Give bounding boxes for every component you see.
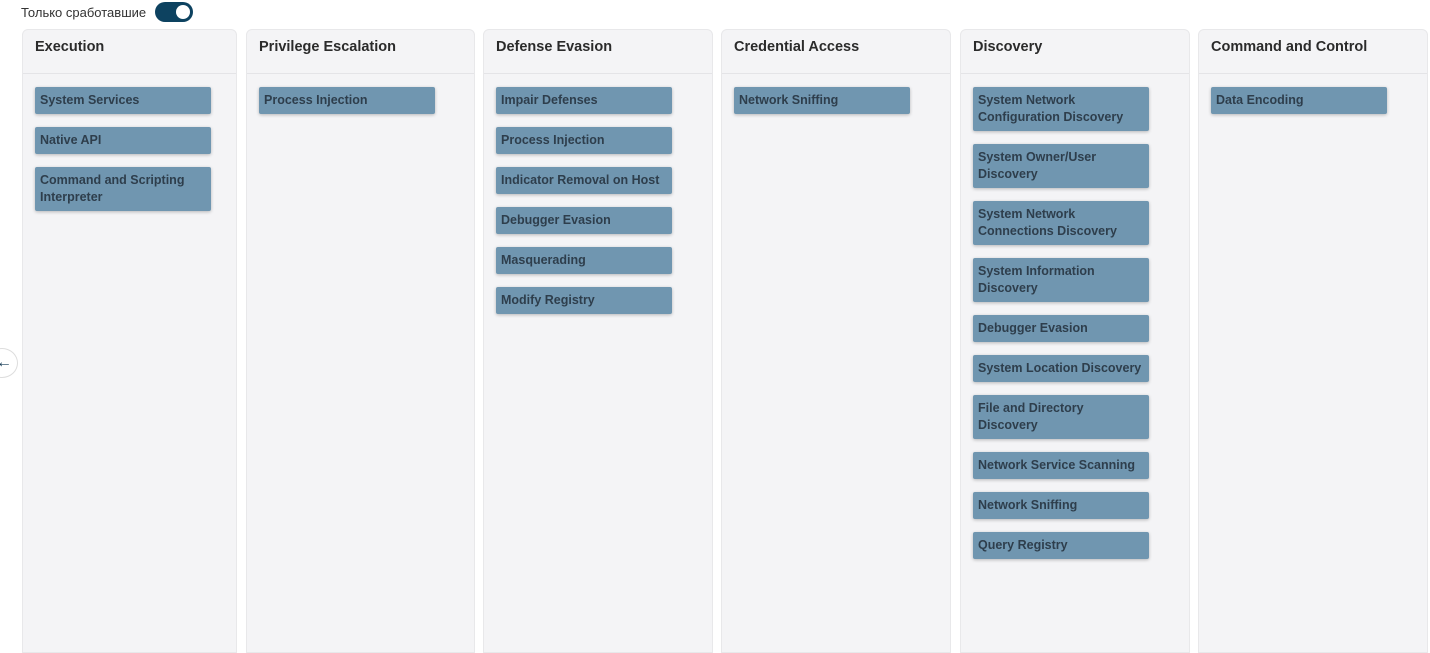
- tactic-title: Defense Evasion: [484, 30, 712, 74]
- tactic-column: Execution System Services Native API Comman…: [22, 29, 237, 653]
- tactic-column: Credential Access Network Sniffing: [721, 29, 951, 653]
- technique-list: Network Sniffing: [722, 74, 950, 127]
- tactic-column: Discovery System Network Configuration Di…: [960, 29, 1190, 653]
- technique-list: System Services Native API Command and Scr…: [23, 74, 236, 224]
- tactic-title: Execution: [23, 30, 236, 74]
- tactic-column: Command and Control Data Encoding: [1198, 29, 1428, 653]
- technique-tag[interactable]: Indicator Removal on Host: [496, 167, 672, 194]
- tactic-column: Privilege Escalation Process Injection: [246, 29, 475, 653]
- arrow-left-icon[interactable]: ←: [0, 348, 18, 378]
- technique-list: Data Encoding: [1199, 74, 1427, 127]
- technique-tag[interactable]: System Location Discovery: [973, 355, 1149, 382]
- technique-tag[interactable]: Debugger Evasion: [973, 315, 1149, 342]
- technique-tag[interactable]: Network Service Scanning: [973, 452, 1149, 479]
- only-triggered-label: Только сработавшие: [21, 4, 147, 20]
- technique-tag[interactable]: System Network Configuration Discovery: [973, 87, 1149, 131]
- technique-tag[interactable]: Masquerading: [496, 247, 672, 274]
- technique-tag[interactable]: Network Sniffing: [734, 87, 910, 114]
- technique-list: Process Injection: [247, 74, 474, 127]
- tactic-title: Credential Access: [722, 30, 950, 74]
- technique-tag[interactable]: Query Registry: [973, 532, 1149, 559]
- tactic-title: Command and Control: [1199, 30, 1427, 74]
- technique-tag[interactable]: Command and Scripting Interpreter: [35, 167, 211, 211]
- technique-tag[interactable]: Process Injection: [259, 87, 435, 114]
- tactic-column: Defense Evasion Impair Defenses Process In…: [483, 29, 713, 653]
- technique-tag[interactable]: Debugger Evasion: [496, 207, 672, 234]
- technique-tag[interactable]: File and Directory Discovery: [973, 395, 1149, 439]
- technique-list: System Network Configuration Discovery Sy…: [961, 74, 1189, 572]
- technique-tag[interactable]: Network Sniffing: [973, 492, 1149, 519]
- technique-tag[interactable]: Impair Defenses: [496, 87, 672, 114]
- technique-tag[interactable]: System Information Discovery: [973, 258, 1149, 302]
- technique-tag[interactable]: Data Encoding: [1211, 87, 1387, 114]
- filter-bar: Только сработавшие: [21, 2, 194, 22]
- technique-tag[interactable]: Native API: [35, 127, 211, 154]
- technique-list: Impair Defenses Process Injection Indicato…: [484, 74, 712, 327]
- only-triggered-toggle[interactable]: [155, 2, 194, 22]
- technique-tag[interactable]: System Network Connections Discovery: [973, 201, 1149, 245]
- technique-tag[interactable]: Process Injection: [496, 127, 672, 154]
- technique-tag[interactable]: System Owner/User Discovery: [973, 144, 1149, 188]
- tactic-title: Discovery: [961, 30, 1189, 74]
- technique-tag[interactable]: Modify Registry: [496, 287, 672, 314]
- technique-tag[interactable]: System Services: [35, 87, 211, 114]
- tactic-title: Privilege Escalation: [247, 30, 474, 74]
- toggle-knob: [176, 5, 191, 19]
